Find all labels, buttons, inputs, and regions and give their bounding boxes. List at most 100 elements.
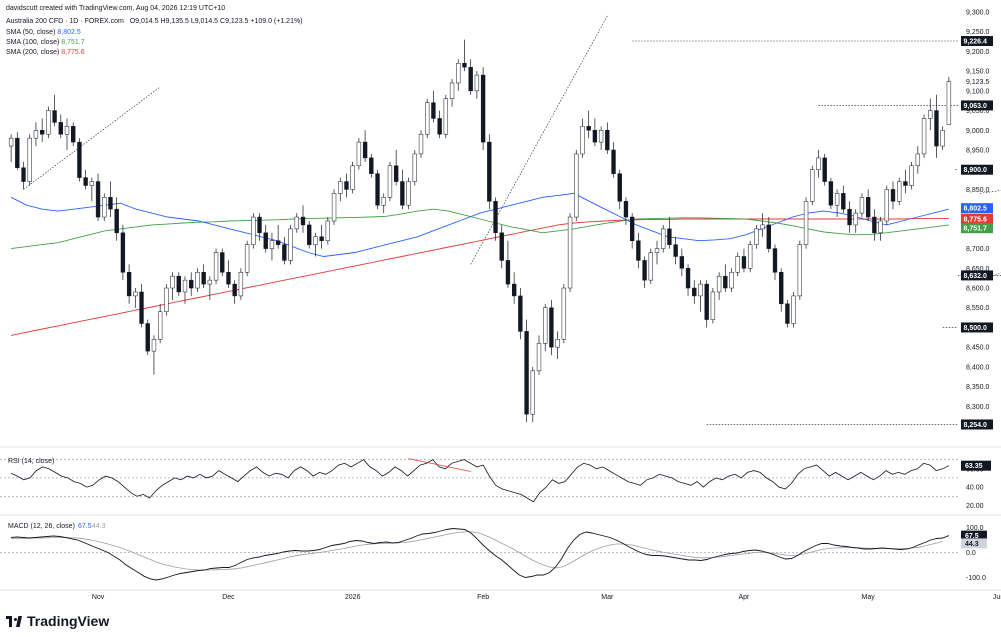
candle-down	[524, 331, 529, 415]
sma200-label[interactable]: SMA (200, close)	[6, 49, 60, 56]
candle-down	[468, 66, 473, 92]
sma50-label[interactable]: SMA (50, close)	[6, 29, 56, 36]
time-tick-label: Nov	[92, 594, 105, 601]
time-tick-label: Feb	[477, 594, 489, 601]
candle-up	[474, 74, 480, 92]
candle-up	[561, 287, 567, 340]
candle-up	[859, 197, 865, 214]
candle-down	[667, 228, 672, 245]
candle-down	[375, 173, 380, 206]
candle-down	[39, 130, 45, 135]
candle-down	[642, 260, 647, 281]
macd-tick-label: 0.0	[966, 550, 976, 557]
rsi-line	[10, 459, 950, 503]
time-tick-label: Dec	[222, 594, 235, 601]
price-tick-label: 8,950.0	[966, 148, 989, 155]
level-tag-label: 8,900.0	[964, 167, 987, 174]
rsi-tick-label: 40.00	[966, 485, 984, 492]
sma100-tag	[961, 223, 993, 234]
candle-up	[350, 165, 355, 190]
candle-up	[195, 272, 200, 289]
candle-down	[393, 165, 399, 182]
macd-signal-tag-label: 44.3	[965, 541, 979, 548]
candle-down	[828, 181, 834, 206]
candle-up	[418, 133, 424, 155]
candle-down	[369, 157, 374, 174]
candle-up	[754, 228, 759, 245]
candle-up	[294, 216, 299, 230]
candle-up	[449, 82, 455, 99]
candle-down	[362, 141, 368, 159]
time-tick-label: Apr	[738, 594, 750, 601]
rsi-current-label: 63.35	[965, 463, 983, 470]
macd-value-tag	[961, 530, 987, 541]
candle-up	[915, 153, 921, 167]
candle-down	[518, 295, 523, 332]
macd-label[interactable]: MACD (12, 26, close)	[8, 523, 75, 530]
sma100-line	[11, 208, 949, 250]
candle-up	[543, 307, 548, 344]
candle-up	[853, 212, 858, 226]
candle-up	[207, 279, 213, 285]
macd-signal-tag	[961, 538, 987, 549]
sma100-legend[interactable]: SMA (100, close) 8,751.7	[6, 38, 85, 47]
price-axis[interactable]: 9,300.0 9,250.0 9,200.0 9,150.0 9,100.0 9,050…	[966, 9, 989, 430]
time-tick-label: Mar	[601, 594, 614, 601]
macd-value-tag-label: 67.5	[965, 533, 979, 540]
candle-down	[126, 272, 132, 297]
sma50-legend[interactable]: SMA (50, close) 8,802.5	[6, 28, 81, 37]
candle-up	[921, 118, 927, 155]
candle-down	[611, 149, 616, 174]
rsi-divergence-line	[408, 458, 471, 472]
candle-down	[623, 201, 629, 218]
candle-down	[779, 272, 784, 305]
candle-up	[928, 110, 933, 119]
candle-down	[741, 256, 747, 269]
candle-down	[499, 232, 504, 261]
sma200-legend[interactable]: SMA (200, close) 8,775.6	[6, 48, 85, 57]
rsi-label[interactable]: RSI (14, close)	[8, 458, 54, 465]
price-tick-label: 8,400.0	[966, 364, 989, 371]
rsi-tick-label: 20.00	[966, 503, 984, 510]
candle-up	[182, 279, 188, 293]
candle-down	[605, 130, 610, 151]
attribution: davidscutt created with TradingView.com,…	[6, 4, 225, 13]
candle-down	[704, 283, 709, 320]
candle-up	[387, 165, 393, 198]
candle-down	[300, 216, 306, 226]
candle-up	[940, 130, 945, 147]
tradingview-logo[interactable]: TradingView	[6, 613, 109, 629]
candle-down	[766, 224, 771, 249]
symbol-name[interactable]: Australia 200 CFD · 1D · FOREX.com	[6, 18, 124, 25]
candle-down	[257, 216, 262, 234]
candle-up	[338, 181, 343, 194]
candle-down	[723, 275, 728, 289]
sma100-label[interactable]: SMA (100, close)	[6, 39, 60, 46]
candle-up	[760, 224, 765, 230]
sma50-line	[10, 192, 950, 257]
candle-down	[52, 110, 57, 123]
candle-down	[263, 232, 268, 249]
candle-up	[288, 228, 293, 261]
sma50-tag-label: 8,802.5	[964, 206, 987, 213]
candle-down	[785, 303, 790, 324]
attribution-text: davidscutt created with TradingView.com,…	[6, 5, 226, 12]
candle-up	[170, 275, 175, 289]
price-tick-label: 9,050.0	[966, 108, 989, 115]
price-tick-label: 8,850.0	[966, 187, 989, 194]
candle-down	[437, 118, 442, 135]
time-axis[interactable]: NovDec2026FebMarAprMayJunJulAug	[92, 594, 1001, 601]
macd-signal-line	[11, 531, 943, 571]
candle-up	[46, 110, 51, 135]
level-tag-label: 8,500.0	[964, 325, 987, 332]
candle-down	[282, 244, 287, 261]
symbol-legend[interactable]: Australia 200 CFD · 1D · FOREX.com O9,01…	[6, 17, 303, 26]
candle-up	[574, 153, 579, 218]
price-tick-label: 8,550.0	[966, 305, 989, 312]
candle-up	[381, 197, 386, 206]
sma50-value: 8,802.5	[57, 29, 81, 36]
candle-up	[443, 98, 449, 135]
candle-up	[897, 181, 902, 202]
candle-down	[480, 74, 486, 143]
